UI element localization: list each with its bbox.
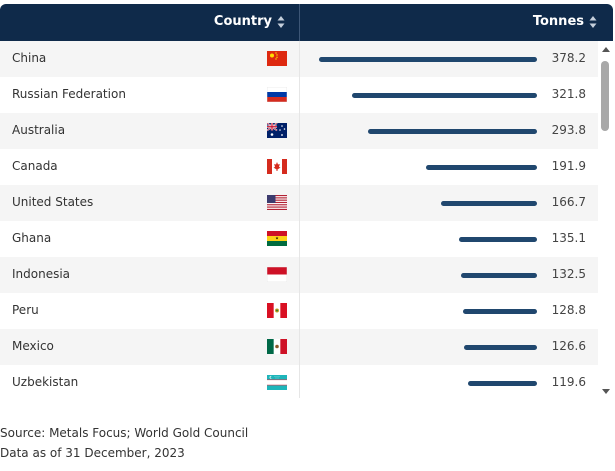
tonnes-bar [368, 129, 537, 134]
australia-flag-icon [267, 123, 287, 138]
tonnes-bar [441, 201, 537, 206]
country-cell: Peru [0, 293, 300, 329]
usa-flag-icon [267, 195, 287, 210]
tonnes-value: 166.7 [551, 195, 586, 209]
china-flag-icon [267, 51, 287, 66]
tonnes-value: 126.6 [551, 339, 586, 353]
country-name: Canada [12, 159, 58, 173]
tonnes-value: 293.8 [551, 123, 586, 137]
canada-flag-icon [267, 159, 287, 174]
vertical-scrollbar[interactable] [598, 41, 613, 398]
country-name: Indonesia [12, 267, 71, 281]
country-name: Russian Federation [12, 87, 126, 101]
tonnes-header-label: Tonnes [532, 14, 584, 29]
country-cell: Australia [0, 113, 300, 149]
country-name: Australia [12, 123, 66, 137]
tonnes-value: 128.8 [551, 303, 586, 317]
mexico-flag-icon [267, 339, 287, 354]
country-column-header[interactable]: Country [0, 4, 300, 41]
country-cell: Uzbekistan [0, 365, 300, 398]
country-cell: Russian Federation [0, 77, 300, 113]
tonnes-bar [426, 165, 537, 170]
table-header: Country Tonnes [0, 4, 613, 41]
table-body: China 378.2 Russian Federation 321.8 Austral… [0, 41, 598, 398]
country-cell: Indonesia [0, 257, 300, 293]
sort-icon[interactable] [589, 15, 597, 29]
country-cell: Canada [0, 149, 300, 185]
table-row: Indonesia 132.5 [0, 257, 598, 293]
table-row: Uzbekistan 119.6 [0, 365, 598, 398]
indonesia-flag-icon [267, 267, 287, 282]
table-row: Mexico 126.6 [0, 329, 598, 365]
tonnes-bar [463, 309, 537, 314]
tonnes-value: 378.2 [551, 51, 586, 65]
russia-flag-icon [267, 87, 287, 102]
table-row: China 378.2 [0, 41, 598, 77]
country-cell: China [0, 41, 300, 77]
tonnes-bar [459, 237, 537, 242]
tonnes-bar [319, 57, 537, 62]
country-name: Ghana [12, 231, 52, 245]
tonnes-bar [461, 273, 537, 278]
country-cell: Ghana [0, 221, 300, 257]
table-footer: Source: Metals Focus; World Gold Council… [0, 423, 248, 463]
tonnes-bar [464, 345, 537, 350]
tonnes-value: 132.5 [551, 267, 586, 281]
gold-production-table: Country Tonnes China 378.2 Russian Federat… [0, 4, 613, 398]
peru-flag-icon [267, 303, 287, 318]
tonnes-value: 191.9 [551, 159, 586, 173]
tonnes-column-header[interactable]: Tonnes [300, 4, 613, 41]
country-cell: Mexico [0, 329, 300, 365]
date-note: Data as of 31 December, 2023 [0, 446, 185, 460]
uzbekistan-flag-icon [267, 375, 287, 390]
table-row: Peru 128.8 [0, 293, 598, 329]
country-name: Uzbekistan [12, 375, 79, 389]
table-row: Australia 293.8 [0, 113, 598, 149]
country-cell: United States [0, 185, 300, 221]
tonnes-bar [468, 381, 537, 386]
table-row: Ghana 135.1 [0, 221, 598, 257]
ghana-flag-icon [267, 231, 287, 246]
scroll-down-arrow-icon[interactable] [602, 389, 610, 394]
sort-icon[interactable] [277, 15, 285, 29]
table-row: Russian Federation 321.8 [0, 77, 598, 113]
tonnes-value: 321.8 [551, 87, 586, 101]
tonnes-bar [352, 93, 537, 98]
scroll-up-arrow-icon[interactable] [602, 47, 610, 52]
scroll-thumb[interactable] [601, 61, 609, 131]
tonnes-value: 135.1 [551, 231, 586, 245]
table-row: Canada 191.9 [0, 149, 598, 185]
table-row: United States 166.7 [0, 185, 598, 221]
country-name: China [12, 51, 47, 65]
country-header-label: Country [213, 14, 272, 29]
country-name: Mexico [12, 339, 54, 353]
source-note: Source: Metals Focus; World Gold Council [0, 426, 249, 440]
country-name: Peru [12, 303, 39, 317]
tonnes-value: 119.6 [551, 375, 586, 389]
country-name: United States [12, 195, 94, 209]
